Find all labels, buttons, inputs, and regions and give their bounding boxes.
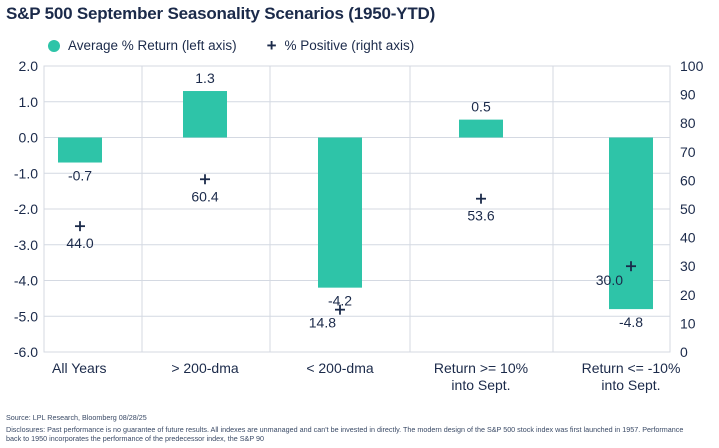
x-category-label: Return <= -10% bbox=[582, 360, 681, 376]
y-left-tick-label: -3.0 bbox=[14, 237, 38, 253]
legend-label-percent-positive: % Positive (right axis) bbox=[284, 38, 415, 53]
x-category-label: > 200-dma bbox=[171, 360, 239, 376]
bar-value-label: -4.8 bbox=[619, 314, 643, 330]
legend-item-percent-positive: + % Positive (right axis) bbox=[266, 36, 415, 55]
plot-frame bbox=[43, 65, 671, 353]
y-left-tick-label: -5.0 bbox=[14, 308, 38, 324]
y-right-tick-label: 10 bbox=[680, 315, 696, 331]
y-right-tick-label: 60 bbox=[680, 172, 696, 188]
legend-item-average-return: Average % Return (left axis) bbox=[48, 38, 237, 53]
bar bbox=[459, 119, 503, 138]
y-right-tick-label: 40 bbox=[680, 230, 696, 246]
y-left-tick-label: -6.0 bbox=[14, 344, 38, 360]
y-left-tick-label: 1.0 bbox=[19, 94, 39, 110]
x-category-label: into Sept. bbox=[451, 377, 510, 393]
y-right-tick-label: 50 bbox=[680, 201, 696, 217]
percent-positive-label: 60.4 bbox=[191, 188, 218, 204]
bar-value-label: 1.3 bbox=[195, 70, 215, 86]
bar bbox=[318, 137, 362, 288]
x-category-label: Return >= 10% bbox=[434, 360, 528, 376]
bar bbox=[58, 137, 102, 163]
bar-value-label: -4.2 bbox=[328, 293, 352, 309]
y-right-tick-label: 100 bbox=[680, 58, 704, 74]
y-left-tick-label: -2.0 bbox=[14, 201, 38, 217]
percent-positive-label: 14.8 bbox=[309, 315, 336, 331]
legend-plus-icon: + bbox=[266, 36, 277, 55]
chart-title: S&P 500 September Seasonality Scenarios … bbox=[6, 4, 436, 23]
bar bbox=[609, 137, 653, 310]
y-right-tick-label: 0 bbox=[680, 344, 688, 360]
y-right-tick-label: 80 bbox=[680, 115, 696, 131]
y-left-tick-label: 2.0 bbox=[19, 58, 39, 74]
legend-swatch-bar bbox=[48, 39, 60, 52]
bar-value-label: 0.5 bbox=[471, 99, 491, 115]
bar-value-label: -0.7 bbox=[68, 168, 92, 184]
bar bbox=[183, 91, 227, 138]
x-category-label: All Years bbox=[52, 360, 106, 376]
percent-positive-label: 30.0 bbox=[596, 272, 623, 288]
footer-source: Source: LPL Research, Bloomberg 08/28/25 bbox=[6, 413, 147, 422]
y-left-tick-label: -1.0 bbox=[14, 165, 38, 181]
y-right-tick-label: 90 bbox=[680, 87, 696, 103]
y-right-tick-label: 20 bbox=[680, 287, 696, 303]
percent-positive-label: 44.0 bbox=[66, 235, 93, 251]
y-right-tick-label: 70 bbox=[680, 144, 696, 160]
percent-positive-label: 53.6 bbox=[467, 208, 494, 224]
y-right-tick-label: 30 bbox=[680, 258, 696, 274]
x-category-label: into Sept. bbox=[601, 377, 660, 393]
footer-disclosure-line2: back to 1950 incorporates the performanc… bbox=[6, 434, 264, 443]
x-category-label: < 200-dma bbox=[306, 360, 374, 376]
chart-footer: Source: LPL Research, Bloomberg 08/28/25… bbox=[6, 413, 718, 444]
chart-legend: Average % Return (left axis) + % Positiv… bbox=[48, 36, 444, 55]
y-left-tick-label: 0.0 bbox=[19, 130, 39, 146]
y-left-tick-label: -4.0 bbox=[14, 273, 38, 289]
legend-label-average-return: Average % Return (left axis) bbox=[68, 38, 237, 53]
footer-disclosure-line1: Disclosures: Past performance is no guar… bbox=[6, 424, 684, 434]
